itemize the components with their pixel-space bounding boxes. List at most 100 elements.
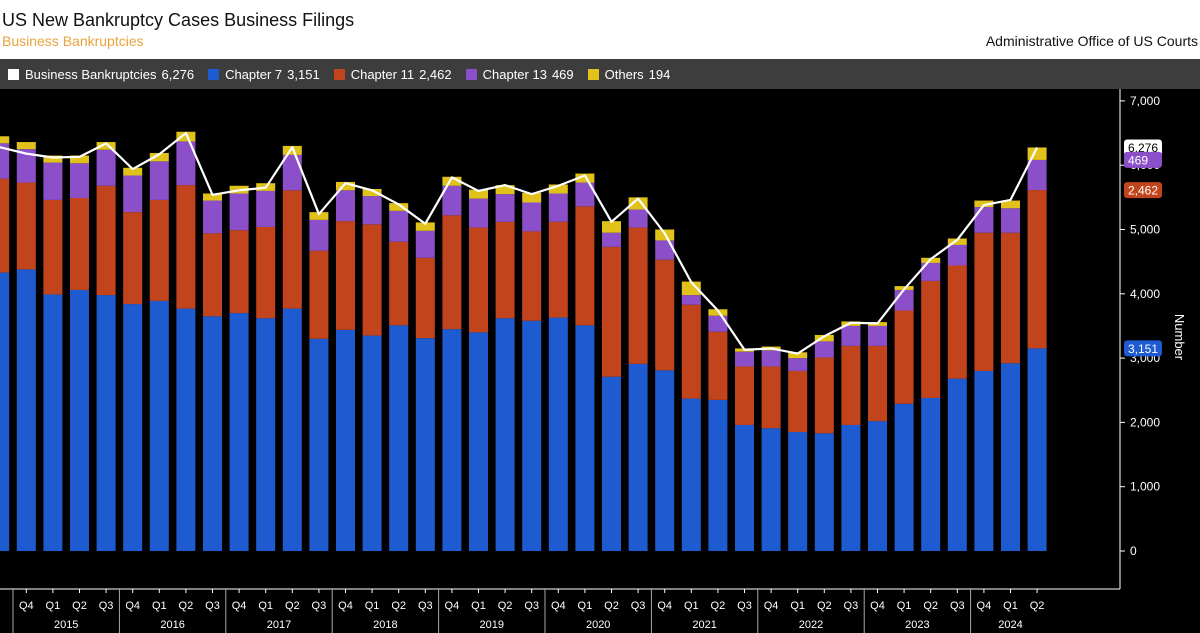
bar-chapter-7 <box>70 289 89 551</box>
bar-chapter-13 <box>681 295 701 305</box>
bar-chapter-7 <box>389 325 409 551</box>
bar-chapter-13 <box>548 193 568 222</box>
year-label: 2022 <box>799 619 823 631</box>
bar-chapter-11 <box>788 370 808 433</box>
year-label: 2016 <box>160 619 184 631</box>
bar-others <box>1001 200 1020 209</box>
bar-chapter-11 <box>921 280 941 398</box>
bar-chapter-7 <box>894 403 914 551</box>
bar-chapter-11 <box>681 304 701 399</box>
x-tick-label: Q1 <box>1003 600 1018 612</box>
bar-chapter-13 <box>1001 208 1020 233</box>
bar-chapter-13 <box>362 196 382 225</box>
bar-others <box>362 188 382 197</box>
x-tick-label: Q2 <box>817 600 832 612</box>
x-tick-label: Q1 <box>578 600 593 612</box>
bar-chapter-13 <box>16 149 36 183</box>
bar-chapter-11 <box>974 232 994 371</box>
bar-chapter-7 <box>149 300 169 551</box>
chart-legend: Business Bankruptcies 6,276 Chapter 7 3,… <box>0 59 1200 89</box>
bar-chapter-11 <box>203 233 222 317</box>
bar-chapter-11 <box>442 215 462 330</box>
end-value-badge <box>1124 340 1162 357</box>
bar-chapter-11 <box>761 366 781 429</box>
x-tick-label: Q2 <box>711 600 726 612</box>
bar-chapter-11 <box>336 221 355 330</box>
bar-others <box>814 334 834 342</box>
legend-label: Business Bankruptcies <box>25 66 157 82</box>
year-label: 2017 <box>267 619 291 631</box>
y-tick-label: 1,000 <box>1130 480 1160 494</box>
bar-chapter-11 <box>894 310 914 404</box>
bar-chapter-11 <box>176 185 196 309</box>
bar-chapter-13 <box>868 325 887 346</box>
bar-others <box>43 155 63 163</box>
legend-item-chapter-13[interactable]: Chapter 13 469 <box>465 67 574 82</box>
legend-label: Chapter 11 <box>350 66 415 82</box>
chart-header: US New Bankruptcy Cases Business Filings… <box>0 0 1200 59</box>
legend-item-chapter-11[interactable]: Chapter 11 2,462 <box>333 66 452 82</box>
chart-source: Administrative Office of US Courts <box>985 33 1198 49</box>
x-tick-label: Q2 <box>498 600 513 612</box>
year-label: 2015 <box>54 619 78 631</box>
bar-others <box>149 152 169 162</box>
x-tick-label: Q1 <box>365 600 380 612</box>
legend-item-chapter-7[interactable]: Chapter 7 3,151 <box>208 67 320 82</box>
legend-value: 2,462 <box>419 66 452 82</box>
bar-chapter-13 <box>655 240 675 260</box>
bar-chapter-11 <box>469 227 488 333</box>
bar-chapter-11 <box>602 246 621 377</box>
bar-chapter-7 <box>655 370 675 551</box>
bar-chapter-7 <box>1001 363 1020 551</box>
bar-chapter-13 <box>442 185 462 216</box>
legend-item-others[interactable]: Others 194 <box>587 66 671 82</box>
bar-chapter-7 <box>203 316 222 551</box>
end-value-badge <box>1124 139 1162 156</box>
bar-others <box>415 222 435 231</box>
bar-others <box>681 281 701 296</box>
bar-chapter-13 <box>1027 159 1047 191</box>
x-tick-label: Q3 <box>631 600 646 612</box>
bar-chapter-13 <box>947 244 967 266</box>
x-tick-label: Q1 <box>46 600 61 612</box>
bar-chapter-11 <box>43 199 63 295</box>
bar-chapter-7 <box>735 424 754 551</box>
bar-chapter-13 <box>894 289 914 311</box>
x-tick-label: Q2 <box>391 600 406 612</box>
bar-chapter-7 <box>336 329 355 551</box>
bar-chapter-13 <box>309 219 329 251</box>
bar-others <box>788 352 808 359</box>
bar-chapter-13 <box>389 210 409 242</box>
y-tick-label: 4,000 <box>1130 287 1160 301</box>
chart-subtitle: Business Bankruptcies <box>2 33 144 49</box>
bar-others <box>522 192 542 203</box>
bar-chapter-13 <box>149 161 169 200</box>
x-tick-label: Q3 <box>418 600 433 612</box>
bar-chapter-13 <box>841 325 861 346</box>
legend-item-business-bankruptcies[interactable]: Business Bankruptcies 6,276 <box>8 67 194 82</box>
bar-chapter-11 <box>389 241 409 326</box>
bar-chapter-11 <box>735 366 754 425</box>
bar-others <box>282 145 302 155</box>
bar-chapter-13 <box>469 198 488 228</box>
bar-chapter-7 <box>469 332 488 551</box>
bar-chapter-11 <box>229 230 249 314</box>
x-tick-label: Q2 <box>179 600 194 612</box>
bar-chapter-13 <box>974 206 994 233</box>
bar-chapter-11 <box>256 226 276 319</box>
bar-others <box>0 136 10 144</box>
bar-chapter-7 <box>43 294 63 551</box>
x-tick-label: Q4 <box>764 600 779 612</box>
stacked-bar-chart: 01,0002,0003,0004,0005,0006,0007,000Numb… <box>0 89 1200 633</box>
legend-swatch <box>8 68 19 80</box>
x-tick-label: Q2 <box>923 600 938 612</box>
bar-chapter-7 <box>495 318 515 551</box>
bar-chapter-13 <box>229 193 249 231</box>
bar-others <box>389 203 409 211</box>
x-tick-label: Q3 <box>950 600 965 612</box>
legend-value: 194 <box>648 66 671 82</box>
bar-chapter-7 <box>256 318 276 551</box>
x-tick-label: Q2 <box>1030 600 1045 612</box>
bar-chapter-7 <box>841 424 861 551</box>
bar-chapter-13 <box>575 182 595 207</box>
